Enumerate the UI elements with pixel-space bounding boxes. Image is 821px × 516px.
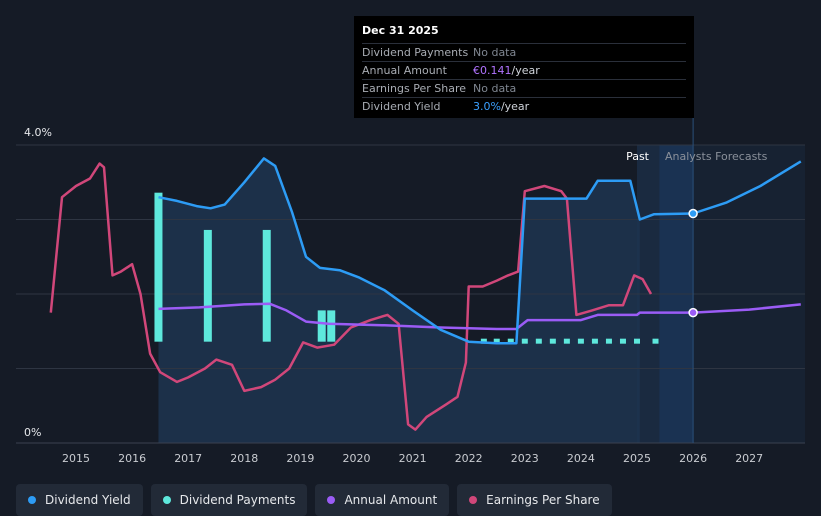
dividend-payment-bar	[652, 338, 659, 344]
dividend-payment-bar	[563, 338, 570, 344]
dividend-payment-bar	[634, 338, 640, 344]
legend-label: Earnings Per Share	[486, 493, 600, 507]
dividend-payment-bar	[203, 229, 212, 342]
tooltip-label: Earnings Per Share	[362, 82, 467, 95]
dividend-payment-bar	[577, 338, 584, 344]
dividend-payment-bar	[591, 338, 598, 344]
tooltip: Dec 31 2025 Dividend Payments No data An…	[354, 16, 694, 118]
tooltip-label: Dividend Yield	[362, 100, 441, 113]
x-tick-label: 2020	[343, 452, 371, 465]
legend-label: Dividend Payments	[179, 493, 296, 507]
dividend-payment-bar	[262, 229, 271, 342]
dividend-yield-point	[688, 208, 698, 219]
dividend-payment-bar	[317, 310, 326, 342]
legend-label: Dividend Yield	[45, 493, 131, 507]
dividend-yield-line	[158, 157, 802, 345]
tooltip-unit: /year	[500, 100, 530, 113]
x-tick-label: 2018	[230, 452, 258, 465]
dividend-yield-area	[158, 158, 640, 443]
x-tick-label: 2026	[679, 452, 707, 465]
legend-annual-amount[interactable]: Annual Amount	[315, 484, 450, 516]
legend-dividend-payments[interactable]: Dividend Payments	[150, 484, 308, 516]
tooltip-row-dividend-payments: Dividend Payments No data	[362, 43, 686, 61]
dividend-payment-bars	[154, 192, 659, 344]
legend: Dividend Yield Dividend Payments Annual …	[16, 484, 612, 516]
past-label: Past	[626, 150, 650, 163]
tooltip-value: No data	[473, 46, 517, 59]
legend-dot-icon	[162, 496, 171, 504]
x-tick-label: 2024	[567, 452, 595, 465]
gridlines	[16, 118, 805, 444]
x-tick-label: 2019	[286, 452, 314, 465]
tooltip-unit: /year	[511, 64, 540, 77]
legend-dot-icon	[28, 496, 36, 504]
dividend-payment-bar	[480, 338, 487, 344]
annual-amount-point	[688, 307, 698, 318]
x-tick-label: 2025	[623, 452, 651, 465]
tooltip-label: Dividend Payments	[362, 46, 469, 59]
tooltip-row-annual-amount: Annual Amount €0.141/year	[362, 61, 686, 79]
dividend-payment-bar	[549, 338, 556, 344]
legend-earnings-per-share[interactable]: Earnings Per Share	[457, 484, 612, 516]
tooltip-row-earnings-per-share: Earnings Per Share No data	[362, 79, 686, 97]
x-tick-label: 2021	[399, 452, 427, 465]
chart-labels: 4.0% 0% Past Analysts Forecasts	[24, 126, 768, 439]
dividend-payment-bar	[605, 338, 612, 344]
dividend-payment-bar	[327, 310, 336, 342]
tooltip-label: Annual Amount	[362, 64, 447, 77]
dividend-payment-bar	[535, 338, 542, 344]
legend-dividend-yield[interactable]: Dividend Yield	[16, 484, 143, 516]
y-tick-label-min: 0%	[24, 426, 41, 439]
x-tick-label: 2016	[118, 452, 146, 465]
dividend-payment-bar	[619, 338, 626, 344]
x-tick-label: 2017	[174, 452, 202, 465]
x-tick-label: 2015	[62, 452, 90, 465]
tooltip-row-dividend-yield: Dividend Yield 3.0%/year	[362, 97, 686, 115]
x-tick-label: 2023	[511, 452, 539, 465]
dividend-payment-bar	[493, 338, 500, 344]
annual-amount-line	[158, 302, 801, 331]
forecast-label: Analysts Forecasts	[665, 150, 768, 163]
legend-dot-icon	[469, 496, 478, 504]
tooltip-value: 3.0%	[473, 100, 501, 113]
dividend-payment-bar	[507, 338, 514, 344]
x-tick-label: 2022	[455, 452, 483, 465]
y-tick-label-max: 4.0%	[24, 126, 52, 139]
dividend-payment-bar	[521, 338, 528, 344]
legend-dot-icon	[327, 496, 336, 504]
x-tick-label: 2027	[735, 452, 763, 465]
tooltip-value: No data	[473, 82, 517, 95]
x-axis: 2015 2016 2017 2018 2019 2020 2021 2022 2023 2024…	[62, 452, 763, 465]
tooltip-value: €0.141	[473, 64, 512, 77]
series-lines	[49, 157, 802, 431]
dividend-payment-bar	[154, 192, 163, 342]
tooltip-title: Dec 31 2025	[362, 24, 439, 37]
legend-label: Annual Amount	[344, 493, 438, 507]
